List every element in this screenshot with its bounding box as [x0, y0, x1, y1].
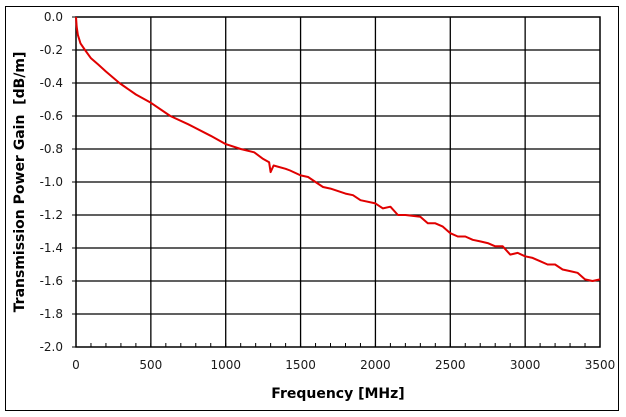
plot-area: [75, 16, 601, 348]
x-tick-label: 3000: [510, 358, 541, 372]
y-axis-title: Transmission Power Gain [dB/m]: [12, 52, 28, 313]
y-tick-label: -1.0: [40, 175, 63, 189]
y-tick-label: -0.6: [40, 109, 63, 123]
y-tick-label: -1.2: [40, 208, 63, 222]
x-axis-tick-labels: 0 500 1000 1500 2000 2500 3000 3500: [72, 358, 615, 372]
x-axis-title: Frequency [MHz]: [271, 386, 404, 402]
y-tick-label: -1.6: [40, 274, 63, 288]
y-axis-tick-labels: 0.0 -0.2 -0.4 -0.6 -0.8 -1.0 -1.2 -1.4 -1.6 -1.8 -…: [40, 10, 63, 354]
y-tick-label: -2.0: [40, 340, 63, 354]
x-tick-label: 2500: [435, 358, 466, 372]
y-tick-label: -0.8: [40, 142, 63, 156]
x-tick-label: 500: [139, 358, 162, 372]
y-tick-label: -1.8: [40, 307, 63, 321]
y-tick-label: -0.4: [40, 76, 63, 90]
x-tick-label: 2000: [360, 358, 391, 372]
grid-lines: [76, 17, 600, 347]
x-tick-label: 3500: [585, 358, 616, 372]
x-tick-label: 1000: [210, 358, 241, 372]
y-tick-label: 0.0: [44, 10, 63, 24]
data-series-line: [75, 16, 601, 282]
x-tick-label: 1500: [285, 358, 316, 372]
chart-frame: [5, 6, 619, 411]
x-tick-label: 0: [72, 358, 80, 372]
y-tick-label: -1.4: [40, 241, 63, 255]
y-tick-label: -0.2: [40, 43, 63, 57]
